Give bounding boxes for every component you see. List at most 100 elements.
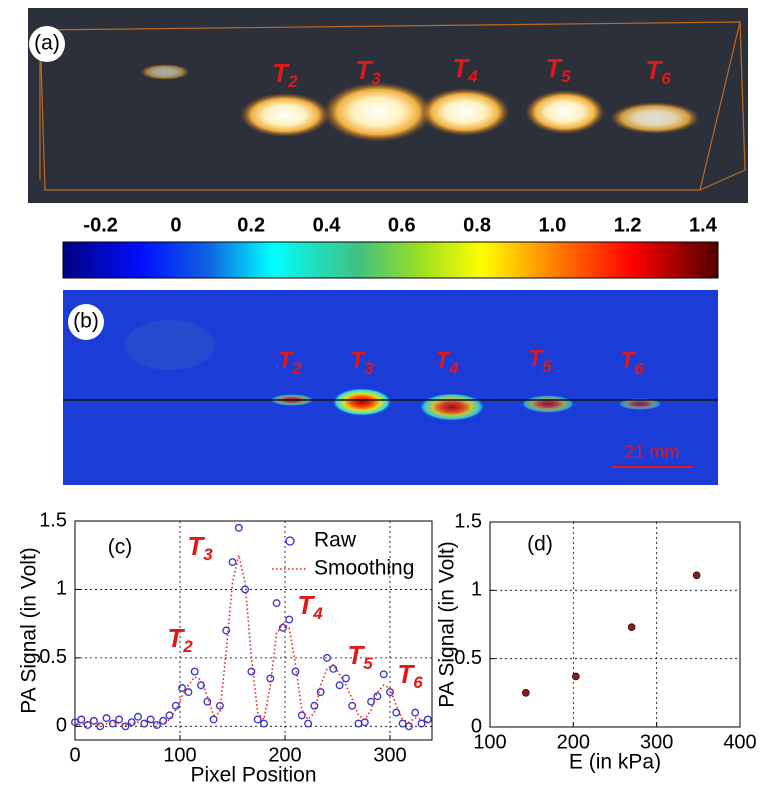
tumor-label: T5 (545, 53, 571, 87)
legend-label: Smoothing (314, 557, 414, 580)
data-point (89, 716, 98, 725)
tumor (525, 90, 605, 134)
label-base: T (452, 53, 470, 83)
data-point (417, 719, 426, 728)
data-point (171, 701, 180, 710)
scale-label: 21 mm (624, 442, 679, 462)
label-base: T (272, 58, 290, 88)
data-point (140, 719, 149, 728)
x-axis-label: E (in kPa) (569, 751, 661, 774)
data-point (152, 720, 161, 729)
tumor-label: T2 (167, 623, 193, 657)
y-tick-label: 0 (471, 715, 482, 737)
label-base: T (347, 640, 365, 670)
data-point (260, 719, 268, 728)
y-tick-label: 0 (56, 715, 67, 737)
label-sub: 5 (363, 654, 373, 673)
label-sub: 5 (561, 67, 571, 86)
y-axis-label: PA Signal (in Volt) (436, 541, 459, 708)
label-badge (29, 26, 65, 62)
label-base: T (645, 55, 663, 85)
y-tick-label: 1.5 (39, 509, 67, 531)
data-point (310, 701, 319, 710)
tumor-label: T5 (347, 640, 373, 674)
data-point (272, 599, 281, 608)
data-point (423, 715, 432, 724)
y-tick-label: 1.5 (454, 510, 482, 532)
data-point (134, 712, 142, 721)
data-point (96, 722, 105, 731)
label-base: T (397, 659, 415, 689)
label-sub: 4 (448, 359, 459, 378)
colorbar-tick-label: 1.2 (614, 214, 642, 236)
tumor-label: T4 (297, 590, 323, 624)
data-point (304, 719, 313, 728)
data-point (234, 523, 243, 532)
colorbar-tick-label: -0.2 (83, 214, 117, 236)
x-tick-label: 400 (723, 731, 756, 753)
x-tick-label: 300 (373, 744, 406, 766)
data-point (285, 615, 294, 624)
tumor (610, 102, 700, 134)
panel-a: (a) (28, 8, 748, 203)
label-sub: 2 (291, 359, 302, 378)
tumor-label: T3 (187, 531, 213, 565)
tumor-signal (332, 388, 392, 416)
data-point (373, 692, 382, 701)
label-base: T (187, 531, 205, 561)
label-sub: 3 (364, 359, 374, 378)
label-sub: 4 (467, 67, 478, 86)
colorbar-tick-label: 1.0 (538, 214, 566, 236)
tumor-signal (419, 393, 485, 421)
label-base: T (278, 347, 294, 373)
tumor (323, 82, 433, 142)
panel-label: (b) (73, 310, 99, 333)
colorbar-tick-label: 0.8 (463, 214, 491, 236)
data-point (335, 681, 344, 690)
data-point (297, 711, 306, 720)
map-background (63, 290, 718, 485)
tumor-label: T4 (435, 347, 459, 378)
data-point (121, 722, 130, 731)
legend-marker (285, 536, 295, 546)
label-base: T (297, 590, 315, 620)
colorbar-strip (62, 241, 719, 279)
data-point (108, 719, 117, 728)
data-point (77, 715, 86, 724)
data-point (203, 697, 212, 706)
label-base: T (355, 55, 373, 85)
label-badge (98, 534, 142, 562)
colorbar-tick-label: 1.4 (689, 214, 718, 236)
label-base: T (620, 347, 636, 373)
label-base: T (350, 347, 366, 373)
y-tick-label: 1 (471, 579, 482, 601)
data-point (253, 715, 262, 724)
x-tick-label: 200 (557, 731, 590, 753)
data-point (215, 701, 224, 710)
panel-label: (d) (527, 533, 553, 556)
series-line (74, 555, 429, 726)
data-point (341, 674, 350, 683)
tumor-label: T3 (355, 55, 381, 89)
tumor-label: T2 (272, 58, 298, 92)
legend-label: Raw (314, 529, 357, 552)
data-point (348, 701, 357, 710)
texture (125, 320, 215, 370)
label-sub: 2 (287, 72, 298, 91)
x-tick-label: 100 (163, 744, 196, 766)
y-axis-label: PA Signal (in Volt) (18, 547, 41, 714)
data-point (228, 558, 237, 567)
y-tick-label: 0.5 (39, 646, 67, 668)
label-sub: 6 (661, 69, 671, 88)
tumor-label: T5 (528, 345, 552, 376)
panel-label: (c) (108, 536, 133, 559)
colorbar-tick-label: 0.2 (237, 214, 265, 236)
data-point (522, 689, 530, 697)
data-point (398, 719, 407, 728)
data-point (184, 688, 193, 697)
data-point (159, 716, 168, 725)
label-sub: 6 (413, 673, 423, 692)
data-point (572, 672, 580, 681)
colorbar-tick-label: 0.6 (388, 214, 416, 236)
colorbar-tick-label: 0 (170, 214, 181, 236)
